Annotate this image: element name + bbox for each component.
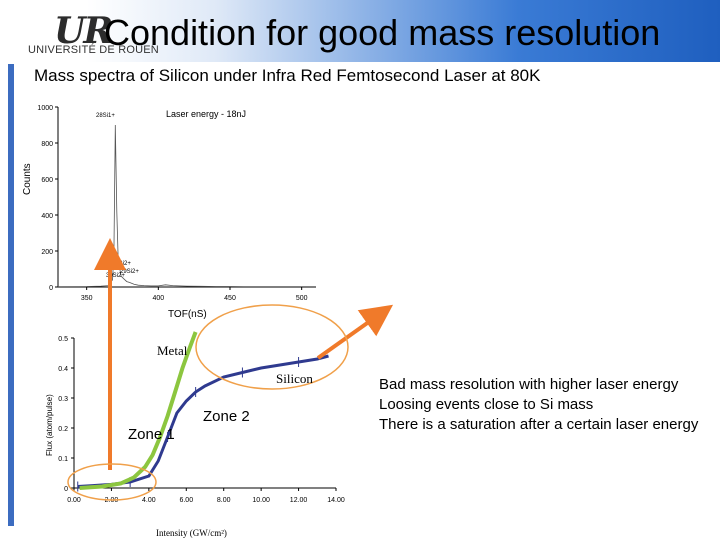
- note-item: Loosing events close to Si mass: [379, 396, 594, 413]
- flux-x-tick-label: 14.00: [327, 497, 345, 504]
- spectrum-x-label: TOF(nS): [168, 309, 207, 320]
- notes-list: Bad mass resolution with higher laser en…: [379, 375, 720, 435]
- flux-x-tick-label: 8.00: [217, 497, 231, 504]
- flux-y-tick-label: 0.2: [58, 426, 68, 433]
- spectrum-y-tick-label: 800: [41, 141, 53, 148]
- spectrum-ticks: 350 400 450 500 0 200 400 600 800 1000: [37, 105, 307, 302]
- logo-text: UNIVERSITÉ DE ROUEN: [28, 44, 159, 56]
- spectrum-y-tick-label: 400: [41, 213, 53, 220]
- metal-label: Metal: [157, 343, 188, 358]
- spectrum-peak-label: 28Si2+: [112, 261, 131, 267]
- sidebar-accent: [8, 64, 14, 526]
- spectrum-y-tick-label: 200: [41, 249, 53, 256]
- spectrum-x-tick-label: 500: [296, 295, 308, 302]
- spectrum-series: [57, 124, 309, 288]
- title-banner: [0, 0, 720, 62]
- flux-y-tick-label: 0.4: [58, 366, 68, 373]
- flux-y-tick-label: 0.5: [58, 336, 68, 343]
- flux-y-tick-label: 0.3: [58, 396, 68, 403]
- flux-y-label: Flux (atom/pulse): [45, 394, 54, 456]
- slide-title: Condition for good mass resolution: [104, 12, 661, 53]
- flux-x-tick-label: 10.00: [252, 497, 270, 504]
- university-logo: UR UNIVERSITÉ DE ROUEN: [24, 8, 159, 60]
- slide-subtitle: Mass spectra of Silicon under Infra Red …: [34, 66, 541, 85]
- spectrum-peak-label: 29Si2+: [120, 269, 139, 275]
- flux-intensity-chart: 0.00 2.00 4.00 6.00 8.00 10.00 12.00 14.00 0 0.1 0…: [45, 331, 345, 538]
- spectrum-peak-label: 28Si1+: [96, 113, 115, 119]
- flux-y-tick-label: 0.1: [58, 456, 68, 463]
- spectrum-axes: [57, 107, 316, 288]
- spectrum-x-tick-label: 350: [81, 295, 93, 302]
- logo-mark: UR: [54, 10, 113, 52]
- zone1-label: Zone 1: [128, 426, 175, 443]
- spectrum-peak-label: 30Si2+: [106, 273, 125, 279]
- flux-x-tick-label: 12.00: [290, 497, 308, 504]
- flux-y-tick-label: 0: [64, 486, 68, 493]
- flux-x-tick-label: 6.00: [179, 497, 193, 504]
- flux-x-label: Intensity (GW/cm²): [156, 528, 227, 538]
- flux-x-tick-label: 4.00: [142, 497, 156, 504]
- flux-x-tick-label: 0.00: [67, 497, 81, 504]
- spectrum-y-tick-label: 0: [49, 285, 53, 292]
- note-item: There is a saturation after a certain la…: [379, 416, 699, 433]
- spectrum-line: [57, 124, 309, 288]
- mass-spectrum-chart: 350 400 450 500 0 200 400 600 800 1000 Laser ener…: [22, 105, 316, 320]
- spectrum-x-tick-label: 400: [152, 295, 164, 302]
- silicon-label: Silicon: [276, 371, 313, 386]
- spectrum-x-tick-label: 450: [224, 295, 236, 302]
- zone2-label: Zone 2: [203, 408, 250, 425]
- note-item: Bad mass resolution with higher laser en…: [379, 376, 679, 393]
- spectrum-y-tick-label: 1000: [37, 105, 53, 112]
- spectrum-y-label: Counts: [22, 163, 33, 195]
- spectrum-y-tick-label: 600: [41, 177, 53, 184]
- spectrum-title: Laser energy - 18nJ: [166, 109, 246, 119]
- flux-x-tick-label: 2.00: [105, 497, 119, 504]
